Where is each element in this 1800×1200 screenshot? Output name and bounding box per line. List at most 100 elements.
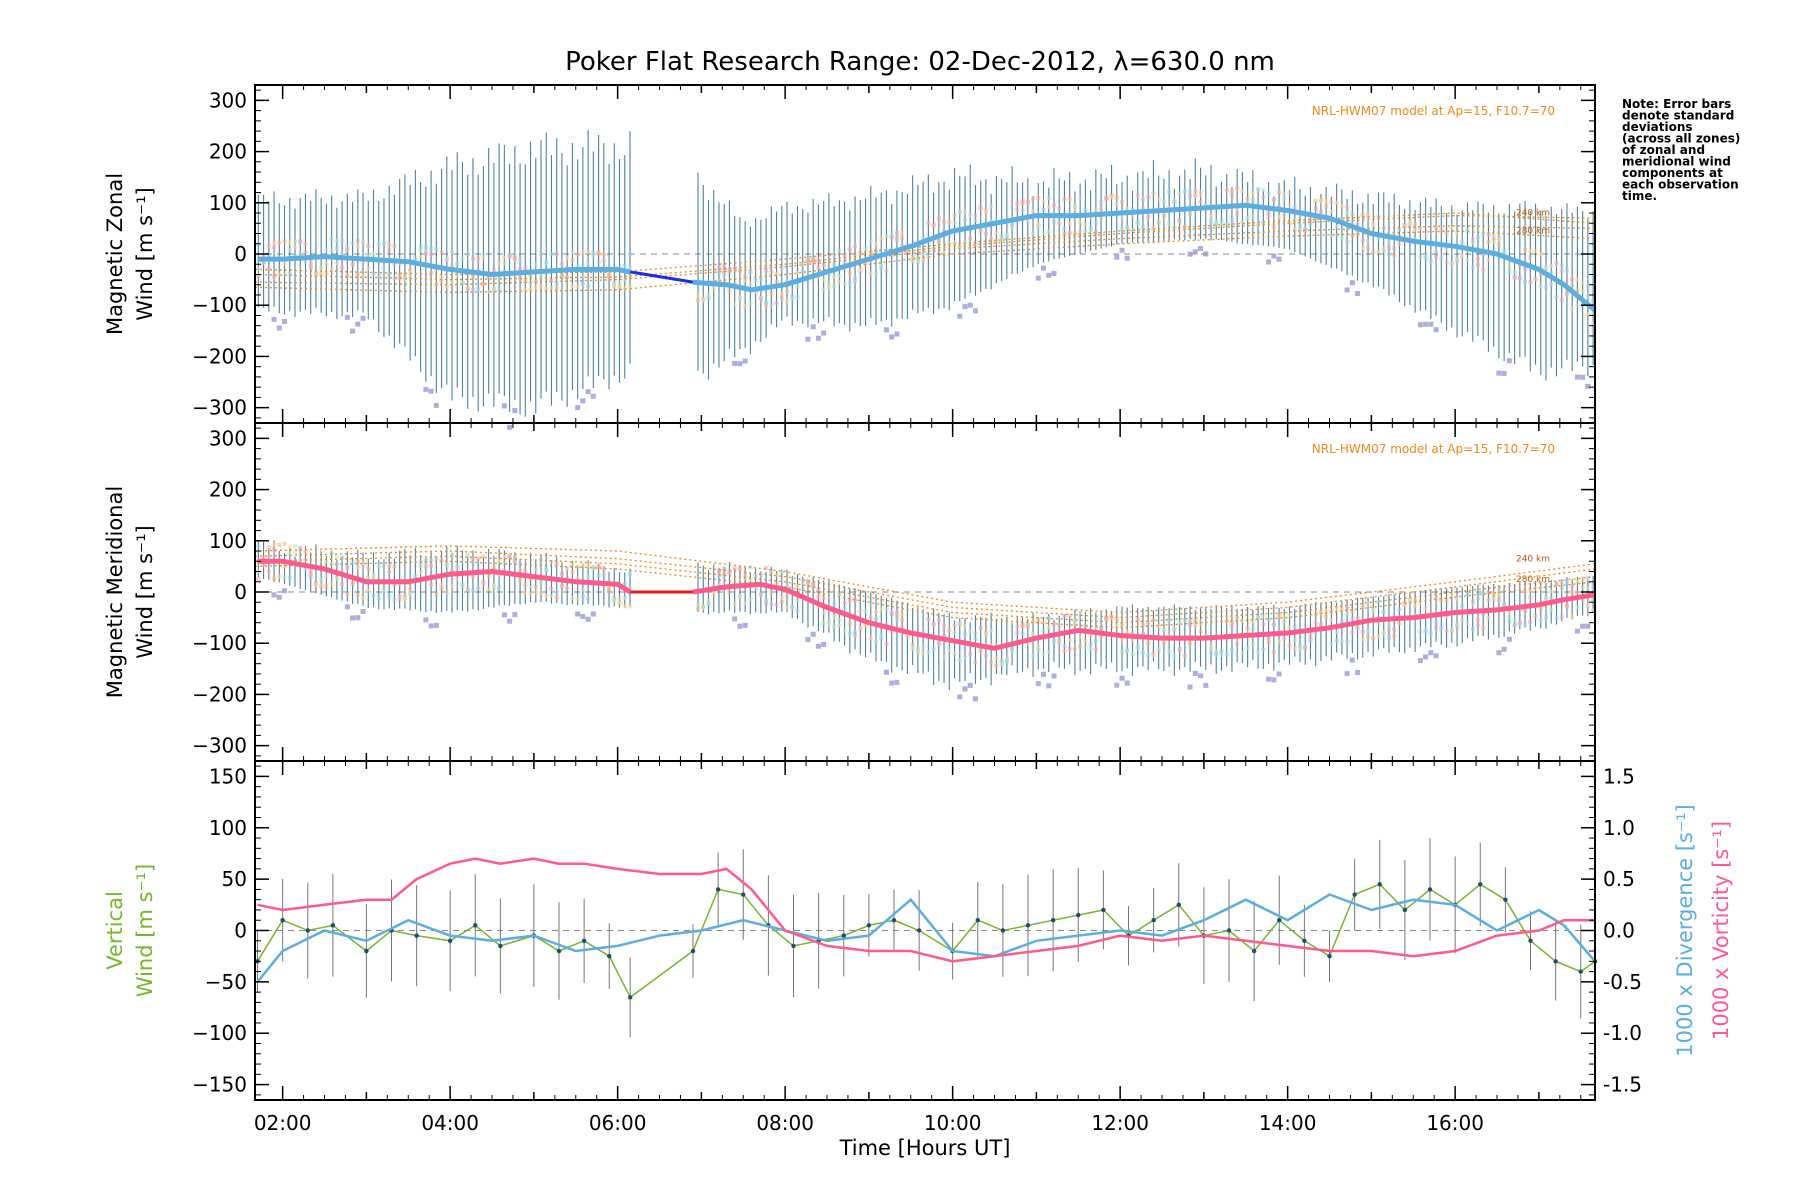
zone-marker xyxy=(973,213,978,218)
zone-marker xyxy=(701,296,706,301)
zone-marker xyxy=(1544,597,1549,602)
zone-marker xyxy=(926,220,931,225)
y-tick-label: 100 xyxy=(209,816,247,840)
zone-marker xyxy=(1172,653,1177,658)
zone-marker xyxy=(439,582,444,587)
note-line: deviations xyxy=(1622,120,1693,134)
zone-marker xyxy=(1209,650,1214,655)
zone-marker xyxy=(1146,215,1151,220)
zone-marker xyxy=(716,278,721,283)
zone-marker xyxy=(868,271,873,276)
zone-marker xyxy=(894,613,899,618)
zone-marker xyxy=(1051,622,1056,627)
y2-tick-label: 1.5 xyxy=(1603,764,1635,788)
y-axis-label: Magnetic Meridional xyxy=(103,486,127,698)
zone-marker xyxy=(968,213,973,218)
outlier-marker xyxy=(1198,245,1204,251)
zone-marker xyxy=(622,604,627,609)
zone-marker xyxy=(1188,641,1193,646)
zone-marker xyxy=(1245,200,1250,205)
zone-marker xyxy=(957,245,962,250)
note-line: of zonal and xyxy=(1622,143,1705,157)
zone-marker xyxy=(450,249,455,254)
zone-marker xyxy=(1114,195,1119,200)
y-tick-label: −300 xyxy=(192,734,247,758)
zone-marker xyxy=(837,623,842,628)
zone-marker xyxy=(287,544,292,549)
zone-marker xyxy=(402,273,407,278)
vertical-wind-point xyxy=(1251,948,1257,954)
vertical-wind-point xyxy=(498,943,503,949)
zone-marker xyxy=(580,587,585,592)
zone-marker xyxy=(1549,282,1554,287)
zone-marker xyxy=(1292,624,1297,629)
zone-marker xyxy=(1041,230,1046,235)
zone-marker xyxy=(1297,223,1302,228)
zone-marker xyxy=(476,556,481,561)
zone-marker xyxy=(324,271,329,276)
zone-marker xyxy=(460,280,465,285)
zone-marker xyxy=(716,582,721,587)
outlier-marker xyxy=(1344,671,1350,677)
zone-marker xyxy=(1261,622,1266,627)
outlier-marker xyxy=(1417,322,1423,328)
zone-marker xyxy=(387,248,392,253)
zone-marker xyxy=(329,248,334,253)
outlier-marker xyxy=(1192,670,1198,676)
zone-marker xyxy=(272,240,277,245)
zone-marker xyxy=(1229,189,1234,194)
zone-marker xyxy=(366,266,371,271)
zone-marker xyxy=(1350,212,1355,217)
zone-marker xyxy=(894,234,899,239)
outlier-marker xyxy=(742,622,748,628)
zone-marker xyxy=(544,567,549,572)
zone-marker xyxy=(889,611,894,616)
zone-marker xyxy=(795,608,800,613)
zone-marker xyxy=(1198,623,1203,628)
zone-marker xyxy=(1224,221,1229,226)
zone-marker xyxy=(565,585,570,590)
zone-marker xyxy=(1486,239,1491,244)
zone-marker xyxy=(1209,217,1214,222)
zone-marker xyxy=(596,573,601,578)
zone-marker xyxy=(502,255,507,260)
zone-marker xyxy=(1125,224,1130,229)
zone-marker xyxy=(570,562,575,567)
zone-marker xyxy=(753,585,758,590)
zone-marker xyxy=(847,621,852,626)
note-line: (across all zones) xyxy=(1622,132,1740,146)
zone-marker xyxy=(1334,232,1339,237)
zone-marker xyxy=(701,606,706,611)
zone-marker xyxy=(1339,217,1344,222)
zone-marker xyxy=(1130,227,1135,232)
zone-marker xyxy=(1036,226,1041,231)
outlier-marker xyxy=(1266,259,1272,265)
zone-marker xyxy=(1538,252,1543,257)
zone-marker xyxy=(973,242,978,247)
zone-marker xyxy=(497,286,502,291)
zone-marker xyxy=(774,279,779,284)
zone-marker xyxy=(1439,228,1444,233)
zone-marker xyxy=(1046,195,1051,200)
zone-marker xyxy=(1083,229,1088,234)
zone-marker xyxy=(580,249,585,254)
zone-marker xyxy=(617,280,622,285)
zone-marker xyxy=(853,244,858,249)
zone-marker xyxy=(753,574,758,579)
zone-marker xyxy=(465,588,470,593)
zone-marker xyxy=(858,608,863,613)
zone-marker xyxy=(1046,204,1051,209)
zone-marker xyxy=(1423,233,1428,238)
zone-marker xyxy=(994,231,999,236)
zone-marker xyxy=(1355,623,1360,628)
zone-marker xyxy=(1575,605,1580,610)
zone-marker xyxy=(1245,626,1250,631)
zone-marker xyxy=(910,645,915,650)
zone-marker xyxy=(711,285,716,290)
zone-marker xyxy=(1188,623,1193,628)
outlier-marker xyxy=(344,604,350,610)
vertical-wind-point xyxy=(891,918,897,923)
zone-marker xyxy=(586,596,591,601)
zone-marker xyxy=(1229,218,1234,223)
outlier-marker xyxy=(1276,256,1282,262)
